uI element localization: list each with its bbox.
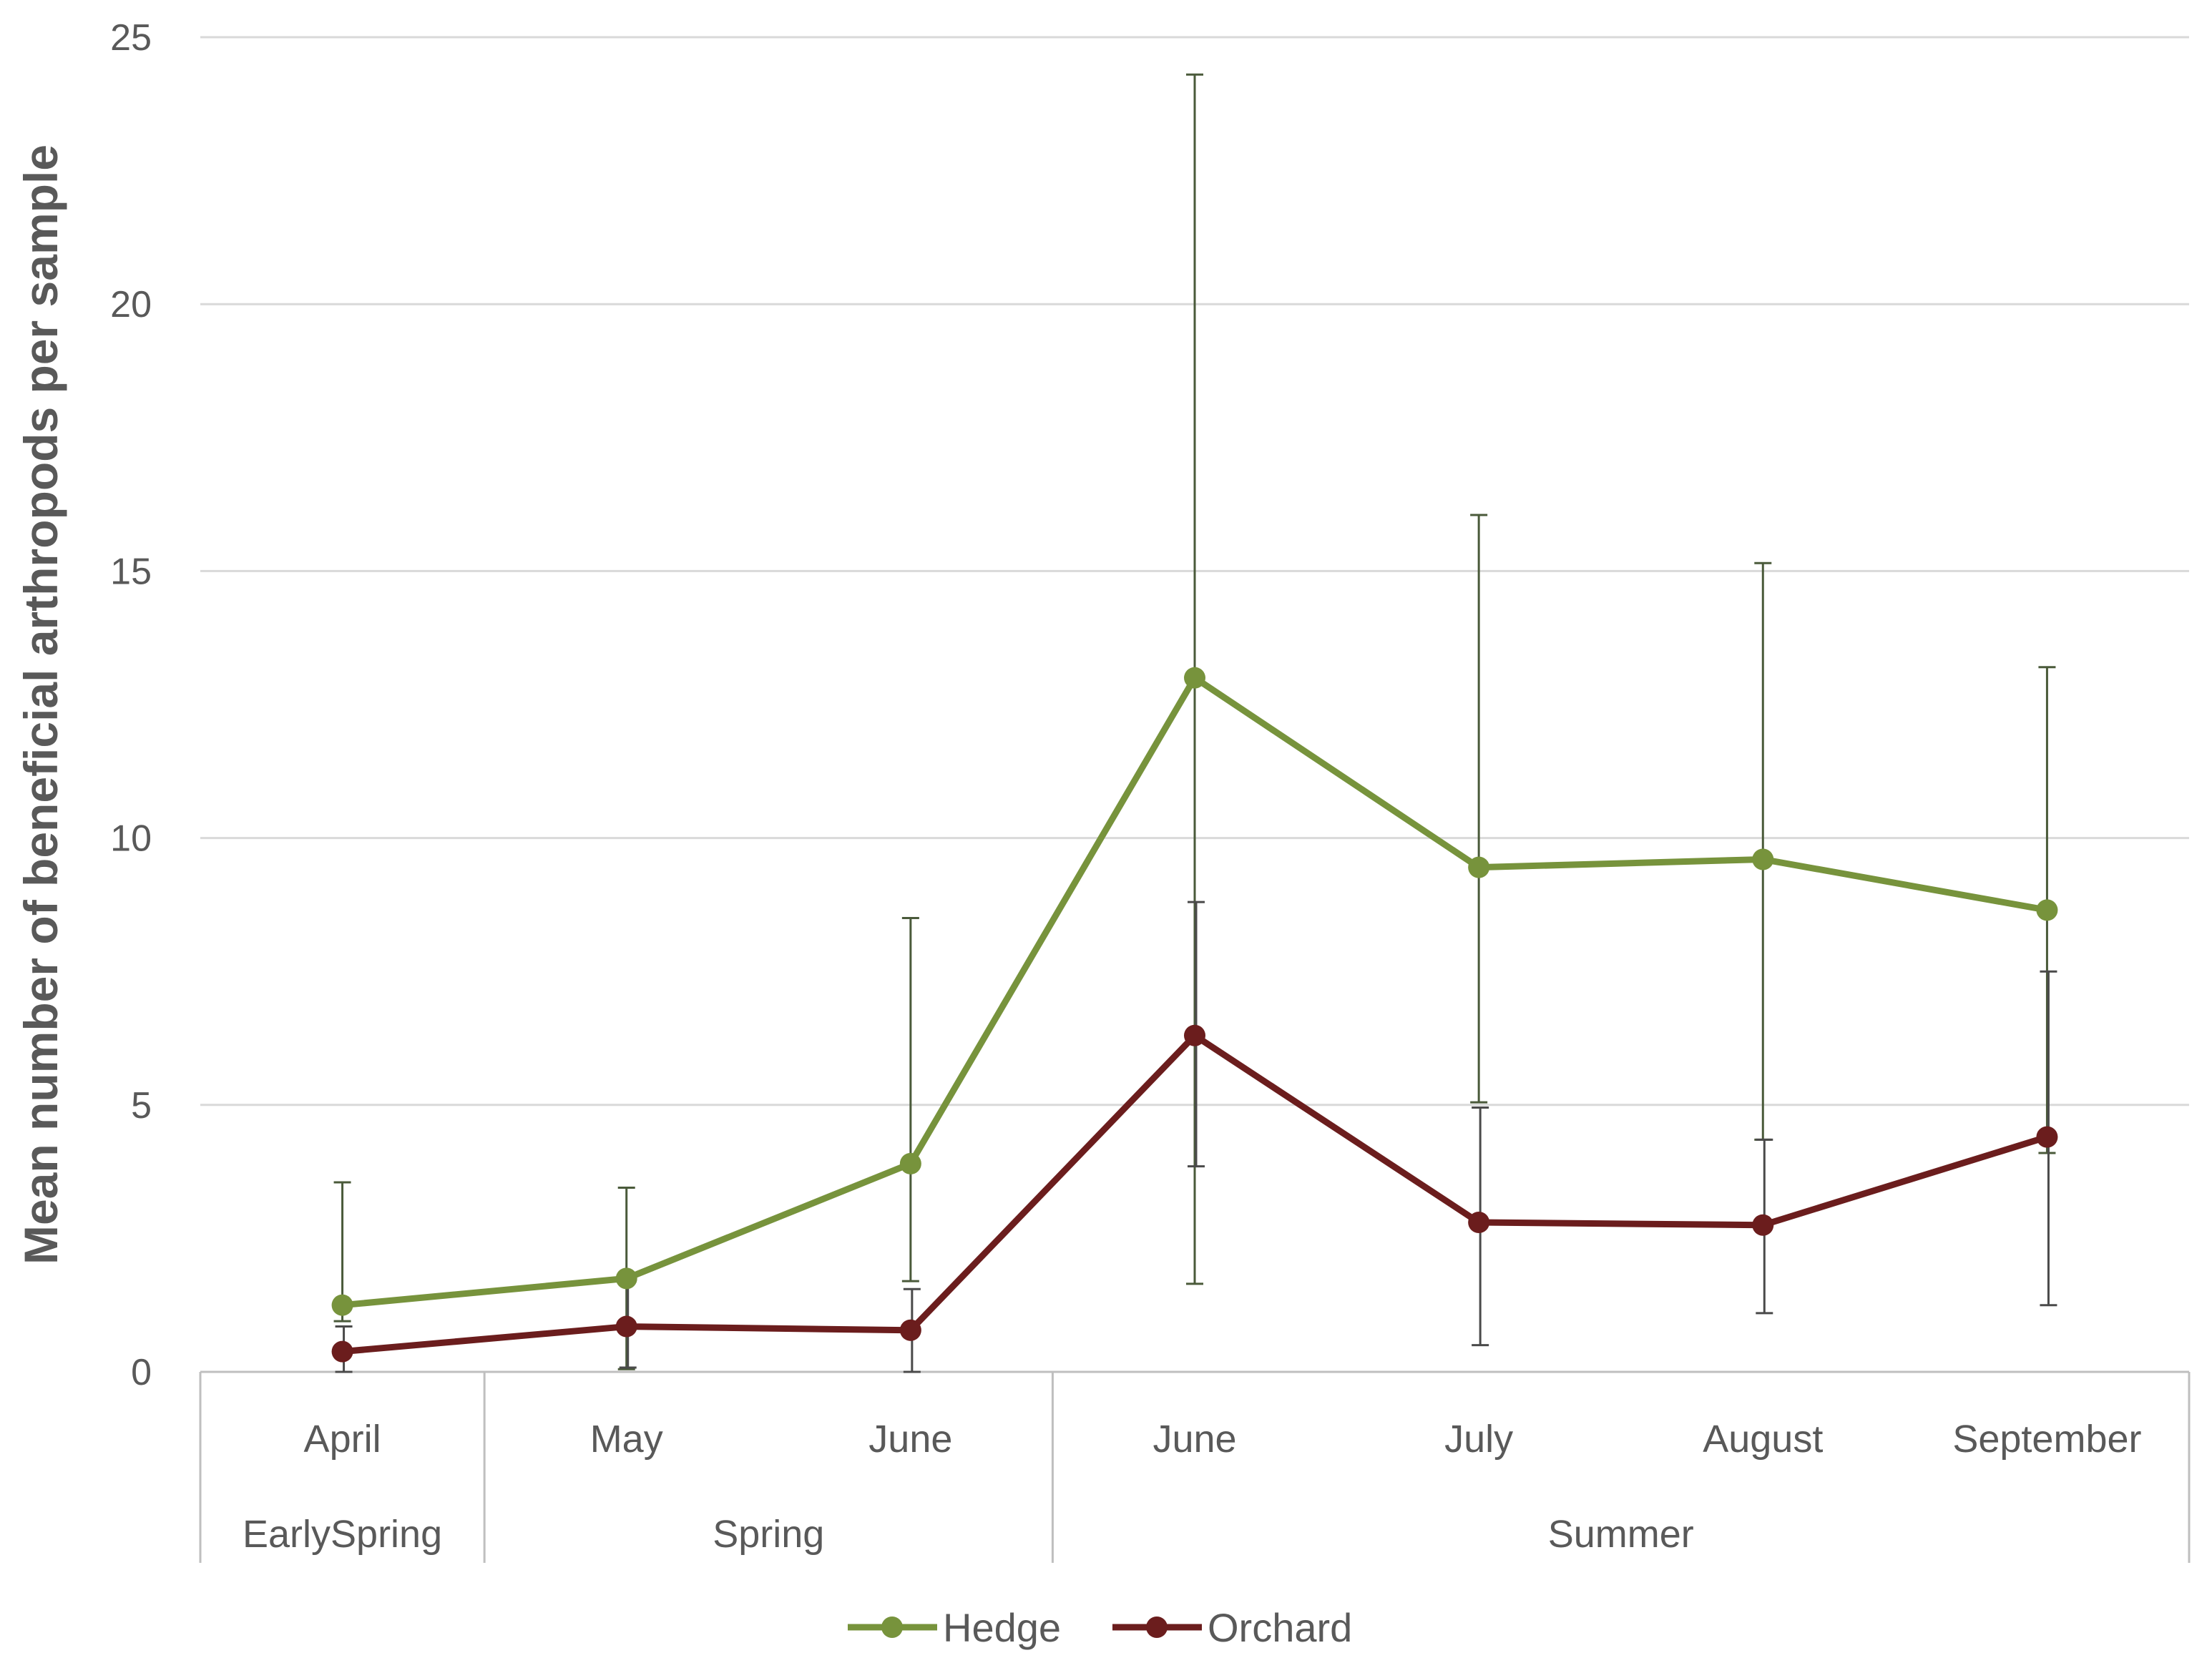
y-tick-label-3: 15: [110, 551, 152, 592]
y-tick-label-1: 5: [131, 1085, 152, 1127]
x-tick-label-5: August: [1703, 1418, 1823, 1461]
x-tick-label-3: June: [1153, 1418, 1236, 1461]
legend-marker-orchard: [1146, 1616, 1168, 1638]
y-tick-label-4: 20: [110, 284, 152, 325]
y-axis-label: Mean number of beneficial arthropods per…: [14, 144, 67, 1265]
data-point-orchard-1: [615, 1315, 637, 1338]
data-point-orchard-4: [1468, 1212, 1490, 1234]
y-tick-label-0: 0: [131, 1352, 152, 1393]
y-tick-label-2: 10: [110, 818, 152, 860]
x-tick-label-0: April: [304, 1418, 381, 1461]
data-point-orchard-5: [1752, 1214, 1774, 1236]
x-axis: EarlySpring Spring Summer April May June June J…: [199, 1372, 2191, 1563]
data-point-hedge-0: [331, 1294, 353, 1316]
series-points: [331, 667, 2058, 1363]
data-point-hedge-1: [615, 1267, 637, 1290]
y-axis-ticks: 0 5 10 15 20 25: [110, 17, 152, 1393]
error-bars: [333, 73, 2057, 1373]
data-point-hedge-6: [2036, 899, 2058, 921]
data-point-orchard-6: [2036, 1126, 2058, 1148]
x-tick-label-2: June: [868, 1418, 952, 1461]
legend-marker-hedge: [881, 1616, 903, 1638]
data-point-orchard-3: [1184, 1024, 1205, 1046]
data-point-hedge-4: [1468, 856, 1490, 878]
data-point-hedge-3: [1184, 667, 1205, 689]
group-label-1: Spring: [713, 1513, 824, 1556]
data-point-hedge-2: [899, 1152, 921, 1174]
data-point-hedge-5: [1752, 848, 1774, 870]
x-tick-label-6: September: [1952, 1418, 2141, 1461]
legend-label-hedge: Hedge: [943, 1605, 1061, 1650]
group-label-0: EarlySpring: [243, 1513, 442, 1556]
x-tick-label-4: July: [1444, 1418, 1513, 1461]
y-tick-label-5: 25: [110, 17, 152, 59]
data-point-orchard-0: [331, 1340, 353, 1363]
data-point-orchard-2: [899, 1319, 921, 1341]
group-label-2: Summer: [1548, 1513, 1694, 1556]
x-tick-label-1: May: [590, 1418, 663, 1461]
legend-label-orchard: Orchard: [1208, 1605, 1352, 1650]
legend: Hedge Orchard: [848, 1605, 1352, 1650]
